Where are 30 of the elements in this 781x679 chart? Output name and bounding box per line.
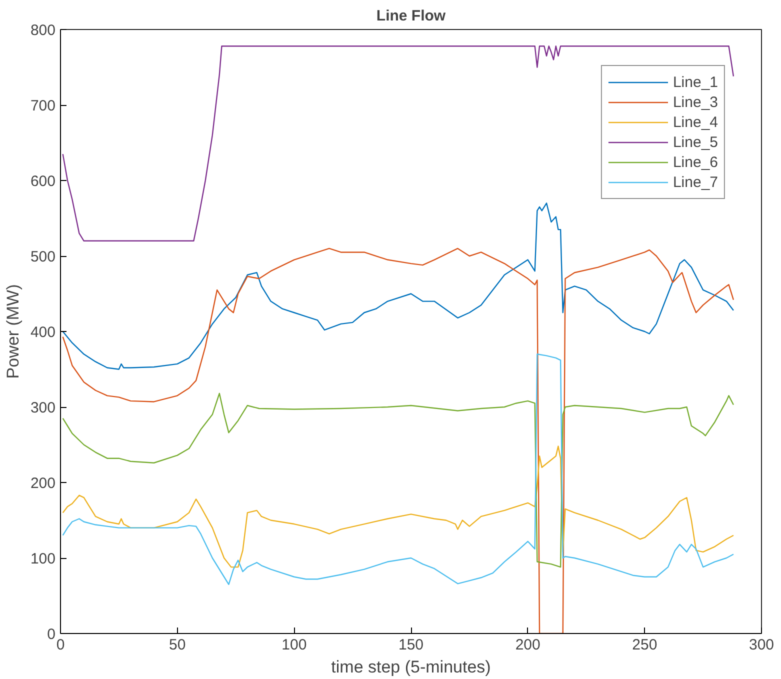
chart-title: Line Flow	[376, 8, 446, 24]
y-tick-label: 100	[30, 550, 56, 568]
legend-label: Line_4	[672, 114, 718, 130]
legend-label: Line_1	[672, 74, 718, 90]
y-tick-label: 800	[30, 22, 56, 39]
y-tick-label: 700	[30, 98, 56, 114]
legend-label: Line_6	[672, 154, 718, 170]
line-series	[62, 202, 734, 370]
legend-label: Line_7	[672, 174, 718, 190]
y-tick-label: 200	[30, 475, 56, 492]
legend-label: Line_5	[672, 134, 718, 150]
x-tick-label: 150	[398, 636, 424, 654]
line-series	[62, 354, 734, 586]
line-series	[62, 446, 734, 568]
line-series	[62, 248, 734, 634]
y-tick-label: 0	[47, 626, 56, 643]
legend-label: Line_3	[672, 94, 718, 110]
x-tick-label: 100	[282, 636, 307, 654]
y-tick-label: 400	[30, 324, 56, 341]
y-tick-label: 500	[30, 248, 56, 266]
line-series	[62, 46, 734, 242]
x-tick-label: 50	[168, 636, 186, 654]
line-series	[62, 392, 734, 568]
x-tick-label: 200	[515, 636, 540, 654]
x-tick-label: 250	[632, 636, 658, 654]
x-axis-title: time step (5-minutes)	[331, 658, 491, 676]
y-axis-title: Power (MW)	[3, 284, 22, 379]
y-tick-label: 300	[30, 400, 56, 416]
x-tick-label: 300	[748, 636, 774, 654]
y-tick-label: 600	[30, 173, 56, 190]
